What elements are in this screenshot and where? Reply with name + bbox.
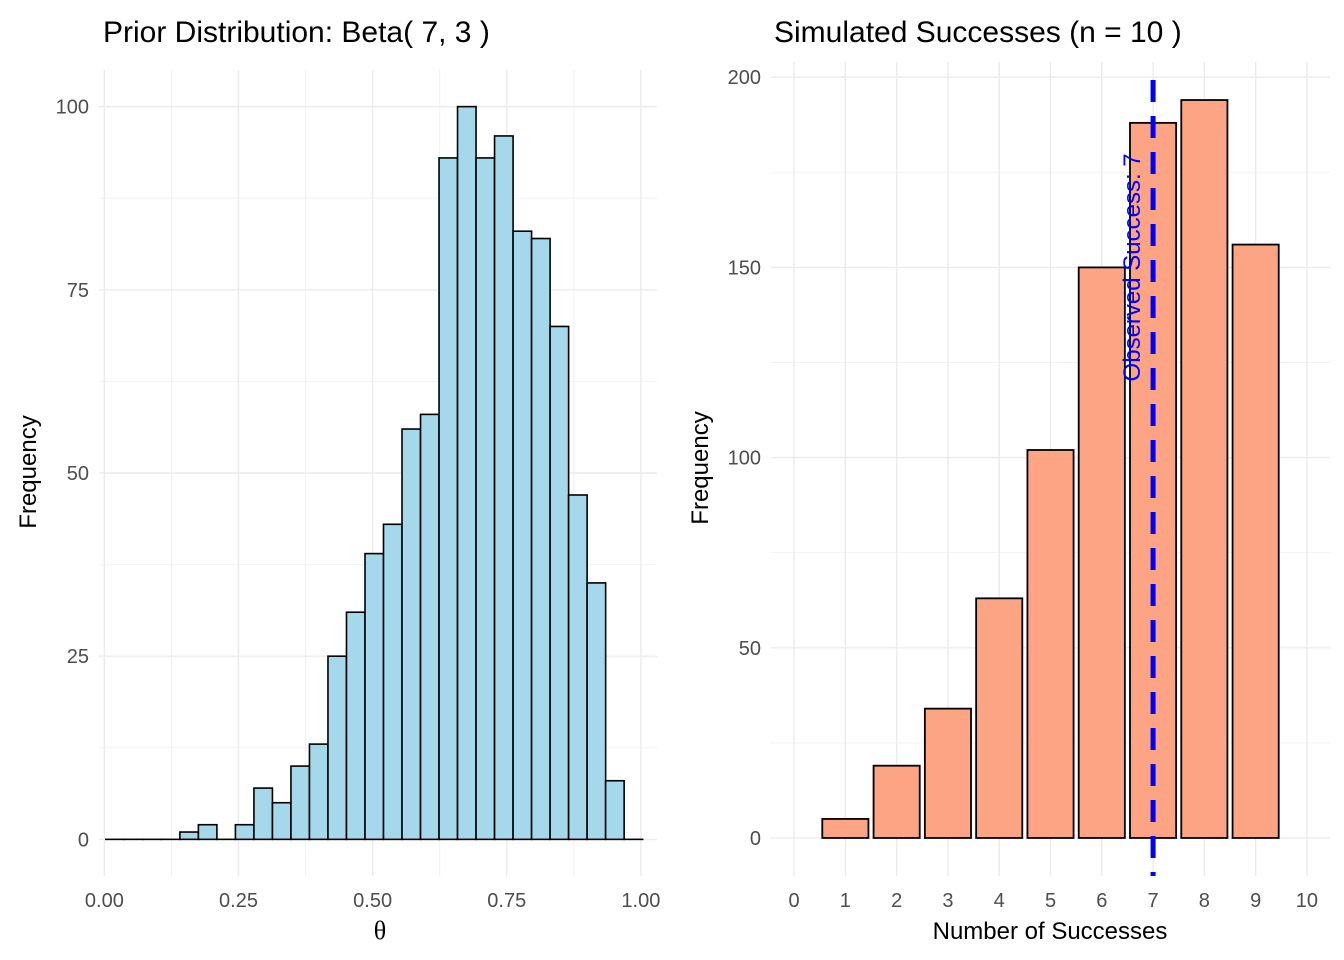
chart-title-successes: Simulated Successes (n = 10 ) [774,16,1182,49]
x-tick-label: 0.00 [85,890,124,912]
histogram-bar [345,611,366,841]
y-tick-label: 75 [67,280,89,302]
success-bar [872,764,921,839]
histogram-bar [382,523,403,841]
histogram-bar [271,801,292,841]
success-bar [1026,449,1075,839]
x-tick-label: 1.00 [621,890,660,912]
simulated-successes-panel: Simulated Successes (n = 10 ) Observed S… [687,16,1330,945]
success-bar [975,597,1024,839]
y-tick-label: 100 [728,448,761,470]
x-tick-label: 3 [942,890,953,912]
y-axis-label-successes: Frequency [687,411,714,524]
histogram-bar [290,765,311,841]
x-tick-label: 0.25 [219,890,258,912]
x-tick-label: 5 [1045,890,1056,912]
x-axis-label-successes: Number of Successes [933,918,1168,945]
histogram-bar [530,237,551,841]
histogram-bar [364,552,385,841]
x-tick-label: 2 [891,890,902,912]
histogram-bar [308,743,329,841]
y-tick-label: 200 [728,67,761,89]
histogram-bars [105,105,644,841]
y-axis-label-prior: Frequency [15,415,42,528]
histogram-bar [197,823,218,841]
histogram-bar [475,157,496,841]
y-tick-label: 100 [56,97,89,119]
success-bar [821,818,870,839]
success-bar [1180,99,1229,839]
histogram-bar [327,655,348,841]
x-tick-label: 0.50 [353,890,392,912]
x-tick-label: 9 [1250,890,1261,912]
histogram-bar [179,831,200,841]
success-bar [1077,266,1126,839]
x-tick-label: 7 [1148,890,1159,912]
x-tick-label: 6 [1096,890,1107,912]
x-tick-label: 10 [1296,890,1318,912]
x-tick-label: 0.75 [487,890,526,912]
histogram-bar [438,157,459,841]
y-tick-label: 0 [750,828,761,850]
x-tick-label: 4 [994,890,1005,912]
observed-success-reference: Observed Success: 7 [1119,80,1156,876]
histogram-bar [604,779,625,841]
x-tick-label: 8 [1199,890,1210,912]
y-tick-label: 0 [78,829,89,851]
y-tick-label: 50 [67,463,89,485]
x-axis-label-prior: θ [374,916,386,945]
success-bar [1231,243,1280,839]
observed-success-annotation: Observed Success: 7 [1119,153,1146,381]
y-tick-label: 25 [67,646,89,668]
y-tick-label: 50 [739,638,761,660]
histogram-bar [253,787,274,841]
x-tick-labels-prior: 0.00 0.25 0.50 0.75 1.00 [85,890,660,912]
histogram-bar [512,230,533,841]
x-tick-label: 1 [840,890,851,912]
histogram-bar [234,823,255,841]
success-bar [923,707,972,839]
histogram-bar [549,325,570,841]
prior-histogram-panel: Prior Distribution: Beta( 7, 3 ) 0.00 0.2… [15,16,660,945]
histogram-bar [586,582,607,841]
histogram-bar [456,105,477,841]
y-tick-labels-successes: 0 50 100 150 200 [728,67,761,850]
histogram-bar [493,135,514,841]
y-tick-label: 150 [728,257,761,279]
histogram-bar [419,413,440,841]
y-tick-labels-prior: 0 25 50 75 100 [56,97,89,852]
chart-title-prior: Prior Distribution: Beta( 7, 3 ) [103,16,490,49]
histogram-bar [401,428,422,841]
x-tick-label: 0 [789,890,800,912]
histogram-bar [567,494,588,841]
x-tick-labels-successes: 0 1 2 3 4 5 6 7 8 9 10 [789,890,1319,912]
